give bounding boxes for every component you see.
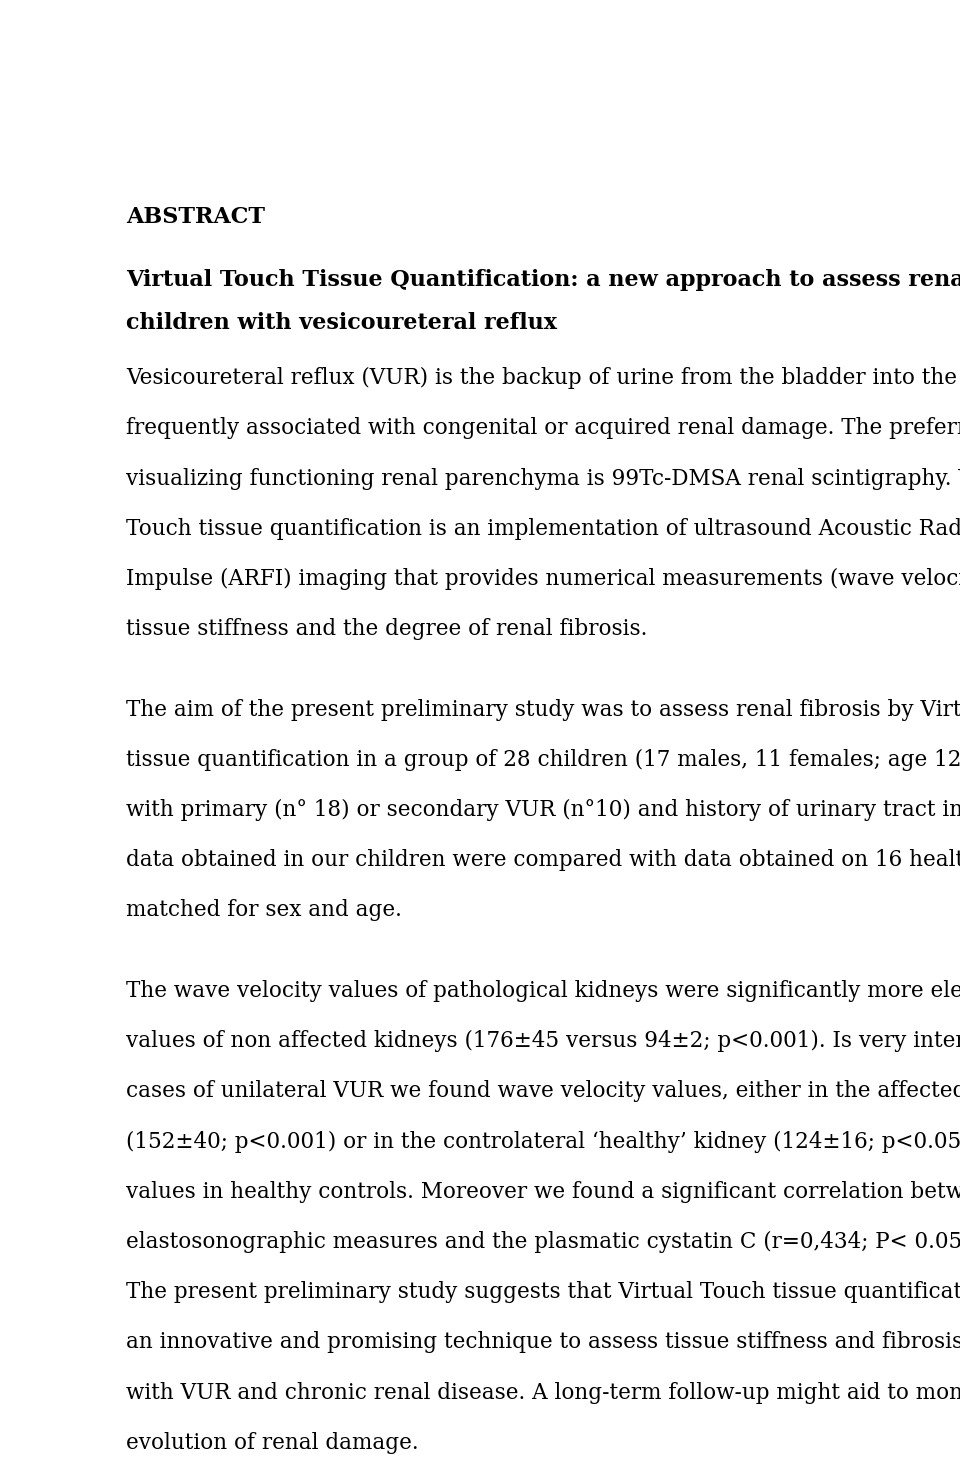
Text: frequently associated with congenital or acquired renal damage. The preferred me: frequently associated with congenital or… <box>126 418 960 440</box>
Text: with VUR and chronic renal disease. A long-term follow-up might aid to monitor t: with VUR and chronic renal disease. A lo… <box>126 1381 960 1403</box>
Text: tissue stiffness and the degree of renal fibrosis.: tissue stiffness and the degree of renal… <box>126 618 647 640</box>
Text: Vesicoureteral reflux (VUR) is the backup of urine from the bladder into the ure: Vesicoureteral reflux (VUR) is the backu… <box>126 368 960 390</box>
Text: The wave velocity values of pathological kidneys were significantly more elevate: The wave velocity values of pathological… <box>126 980 960 1002</box>
Text: tissue quantification in a group of 28 children (17 males, 11 females; age 12 ± : tissue quantification in a group of 28 c… <box>126 748 960 771</box>
Text: visualizing functioning renal parenchyma is 99Tc-DMSA renal scintigraphy. Virtua: visualizing functioning renal parenchyma… <box>126 468 960 489</box>
Text: The present preliminary study suggests that Virtual Touch tissue quantification : The present preliminary study suggests t… <box>126 1280 960 1303</box>
Text: Impulse (ARFI) imaging that provides numerical measurements (wave velocity value: Impulse (ARFI) imaging that provides num… <box>126 568 960 590</box>
Text: cases of unilateral VUR we found wave velocity values, either in the affected ki: cases of unilateral VUR we found wave ve… <box>126 1080 960 1103</box>
Text: values of non affected kidneys (176±45 versus 94±2; p<0.001). Is very interestin: values of non affected kidneys (176±45 v… <box>126 1030 960 1052</box>
Text: The aim of the present preliminary study was to assess renal fibrosis by Virtual: The aim of the present preliminary study… <box>126 698 960 720</box>
Text: values in healthy controls. Moreover we found a significant correlation between : values in healthy controls. Moreover we … <box>126 1181 960 1203</box>
Text: matched for sex and age.: matched for sex and age. <box>126 900 402 922</box>
Text: data obtained in our children were compared with data obtained on 16 healthy chi: data obtained in our children were compa… <box>126 849 960 871</box>
Text: Touch tissue quantification is an implementation of ultrasound Acoustic Radiatio: Touch tissue quantification is an implem… <box>126 517 960 539</box>
Text: evolution of renal damage.: evolution of renal damage. <box>126 1432 419 1454</box>
Text: with primary (n° 18) or secondary VUR (n°10) and history of urinary tract infect: with primary (n° 18) or secondary VUR (n… <box>126 799 960 821</box>
Text: Virtual Touch Tissue Quantification: a new approach to assess renal stiffness in: Virtual Touch Tissue Quantification: a n… <box>126 270 960 290</box>
Text: ABSTRACT: ABSTRACT <box>126 206 265 228</box>
Text: (152±40; p<0.001) or in the controlateral ‘healthy’ kidney (124±16; p<0.05), hig: (152±40; p<0.001) or in the controlatera… <box>126 1131 960 1153</box>
Text: children with vesicoureteral reflux: children with vesicoureteral reflux <box>126 313 557 335</box>
Text: an innovative and promising technique to assess tissue stiffness and fibrosis in: an innovative and promising technique to… <box>126 1331 960 1353</box>
Text: elastosonographic measures and the plasmatic cystatin C (r=0,434; P< 0.05).: elastosonographic measures and the plasm… <box>126 1232 960 1252</box>
